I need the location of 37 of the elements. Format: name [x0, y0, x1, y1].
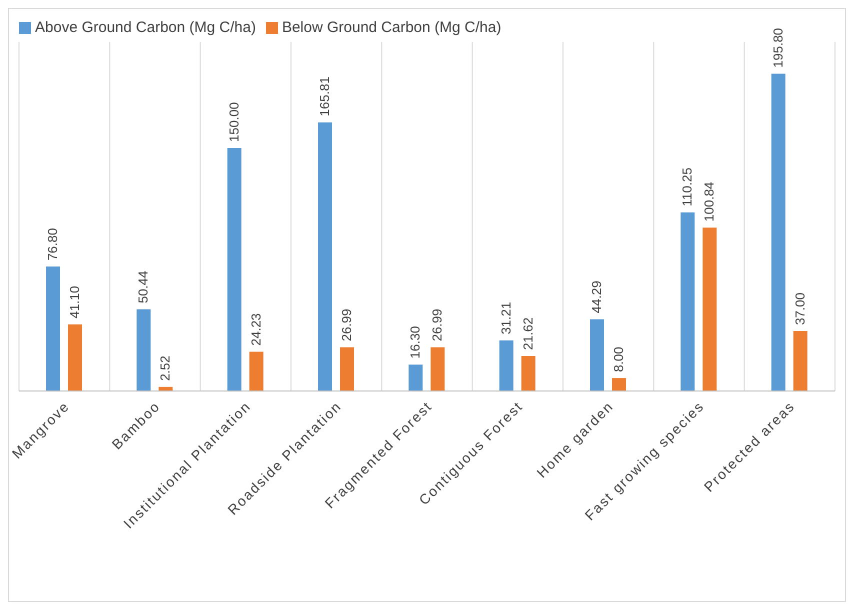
bar [612, 378, 626, 391]
bar [793, 331, 808, 391]
data-label: 50.44 [136, 270, 151, 304]
bar [590, 319, 604, 391]
data-label: 150.00 [226, 102, 242, 142]
bar [340, 347, 354, 391]
data-label: 195.80 [770, 28, 786, 68]
legend-label: Below Ground Carbon (Mg C/ha) [282, 19, 502, 36]
bar [408, 364, 423, 391]
data-label: 24.23 [248, 313, 264, 346]
bar [702, 228, 717, 391]
data-label: 37.00 [792, 292, 808, 326]
bar [249, 352, 264, 391]
data-label: 16.30 [408, 326, 423, 359]
data-label: 8.00 [611, 346, 626, 372]
bar [680, 212, 695, 391]
data-label: 165.81 [317, 76, 332, 116]
data-label: 41.10 [67, 286, 82, 318]
bar [771, 74, 786, 391]
bar [430, 347, 445, 391]
data-label: 100.84 [702, 182, 717, 222]
legend-label: Above Ground Carbon (Mg C/ha) [35, 19, 256, 36]
bar [68, 324, 82, 391]
data-label: 21.62 [520, 317, 536, 350]
bar [318, 122, 332, 391]
data-label: 26.99 [339, 308, 354, 342]
data-label: 76.80 [45, 228, 60, 261]
data-label: 31.21 [498, 302, 514, 334]
data-label: 110.25 [680, 168, 695, 206]
bar [521, 356, 536, 391]
data-label: 26.99 [430, 308, 445, 342]
bar [46, 266, 60, 391]
bar [227, 148, 242, 391]
data-label: 2.52 [158, 356, 173, 381]
bar [499, 340, 514, 391]
bar [136, 309, 151, 391]
data-label: 44.29 [589, 280, 604, 314]
